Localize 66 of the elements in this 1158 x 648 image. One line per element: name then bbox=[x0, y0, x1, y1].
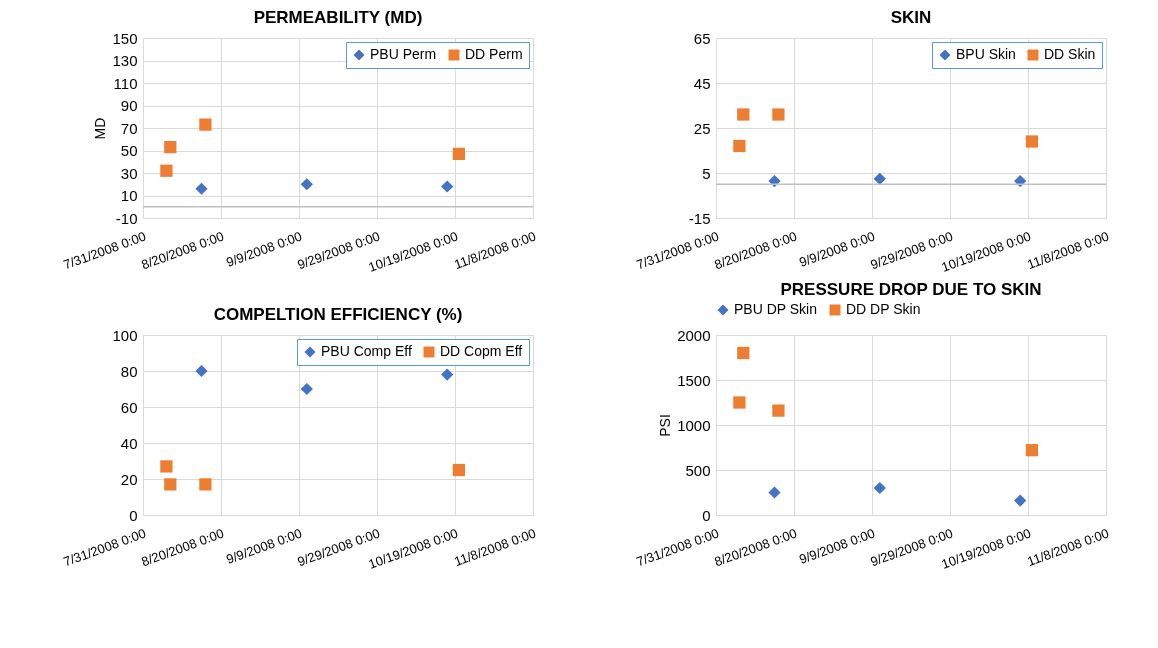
y-tick-label: 0 bbox=[129, 506, 138, 524]
point bbox=[199, 118, 212, 131]
point bbox=[1014, 494, 1027, 507]
y-tick-label: 30 bbox=[120, 164, 138, 182]
point bbox=[737, 346, 750, 360]
y-tick-label: 1000 bbox=[677, 416, 711, 434]
point bbox=[160, 164, 173, 177]
legend-label: DD Copm Eff bbox=[440, 343, 523, 359]
point bbox=[733, 139, 746, 153]
legend-label: DD Skin bbox=[1044, 46, 1096, 62]
y-tick-label: 25 bbox=[693, 119, 711, 137]
y-tick-label: -10 bbox=[115, 209, 138, 227]
y-axis-title: PSI bbox=[657, 414, 674, 437]
point bbox=[737, 108, 750, 121]
chart-title: COMPELTION EFFICIENCY (%) bbox=[213, 305, 463, 324]
legend-label: PBU DP Skin bbox=[734, 301, 817, 317]
point bbox=[195, 182, 208, 195]
point bbox=[733, 396, 746, 409]
y-tick-label: 65 bbox=[693, 29, 711, 47]
point bbox=[452, 463, 466, 477]
point bbox=[772, 108, 785, 121]
point bbox=[300, 382, 313, 396]
y-tick-label: 70 bbox=[120, 119, 138, 137]
point bbox=[452, 147, 466, 160]
chart-title: PERMEABILITY (MD) bbox=[253, 8, 423, 27]
chart-title: PRESSURE DROP DUE TO SKIN bbox=[780, 280, 1042, 299]
y-tick-label: 500 bbox=[685, 461, 711, 479]
point bbox=[873, 481, 886, 495]
y-tick-label: 130 bbox=[112, 52, 138, 69]
y-tick-label: 150 bbox=[112, 29, 138, 47]
point bbox=[1025, 444, 1039, 457]
point bbox=[441, 368, 454, 381]
y-tick-label: 110 bbox=[113, 74, 138, 92]
chart-title: SKIN bbox=[890, 8, 932, 27]
point bbox=[164, 478, 177, 491]
y-tick-label: 10 bbox=[120, 187, 138, 204]
point bbox=[199, 478, 212, 491]
legend-label: DD DP Skin bbox=[846, 301, 921, 317]
y-tick-label: 100 bbox=[112, 326, 138, 344]
point bbox=[300, 178, 313, 191]
y-tick-label: 80 bbox=[120, 362, 138, 380]
y-tick-label: 90 bbox=[120, 97, 138, 114]
y-axis-title: MD bbox=[92, 117, 109, 140]
y-tick-label: -15 bbox=[688, 209, 711, 227]
point bbox=[164, 141, 177, 154]
y-tick-label: 40 bbox=[120, 434, 138, 452]
point bbox=[1025, 135, 1039, 148]
point bbox=[873, 172, 886, 185]
y-tick-label: 45 bbox=[693, 74, 711, 92]
y-tick-label: 1500 bbox=[677, 371, 711, 389]
legend-label: DD Perm bbox=[465, 46, 523, 62]
y-tick-label: 20 bbox=[120, 470, 138, 488]
y-tick-label: 60 bbox=[120, 398, 138, 416]
point bbox=[160, 460, 173, 473]
y-tick-label: 2000 bbox=[677, 326, 711, 344]
point bbox=[441, 180, 454, 193]
point bbox=[1014, 174, 1027, 188]
point bbox=[768, 486, 781, 499]
y-tick-label: 5 bbox=[702, 164, 711, 182]
legend-label: BPU Skin bbox=[956, 46, 1016, 62]
legend-label: PBU Comp Eff bbox=[321, 343, 412, 359]
y-tick-label: 0 bbox=[702, 506, 711, 524]
point bbox=[772, 404, 785, 417]
y-tick-label: 50 bbox=[120, 142, 138, 159]
legend-label: PBU Perm bbox=[370, 46, 437, 62]
point bbox=[195, 364, 208, 378]
